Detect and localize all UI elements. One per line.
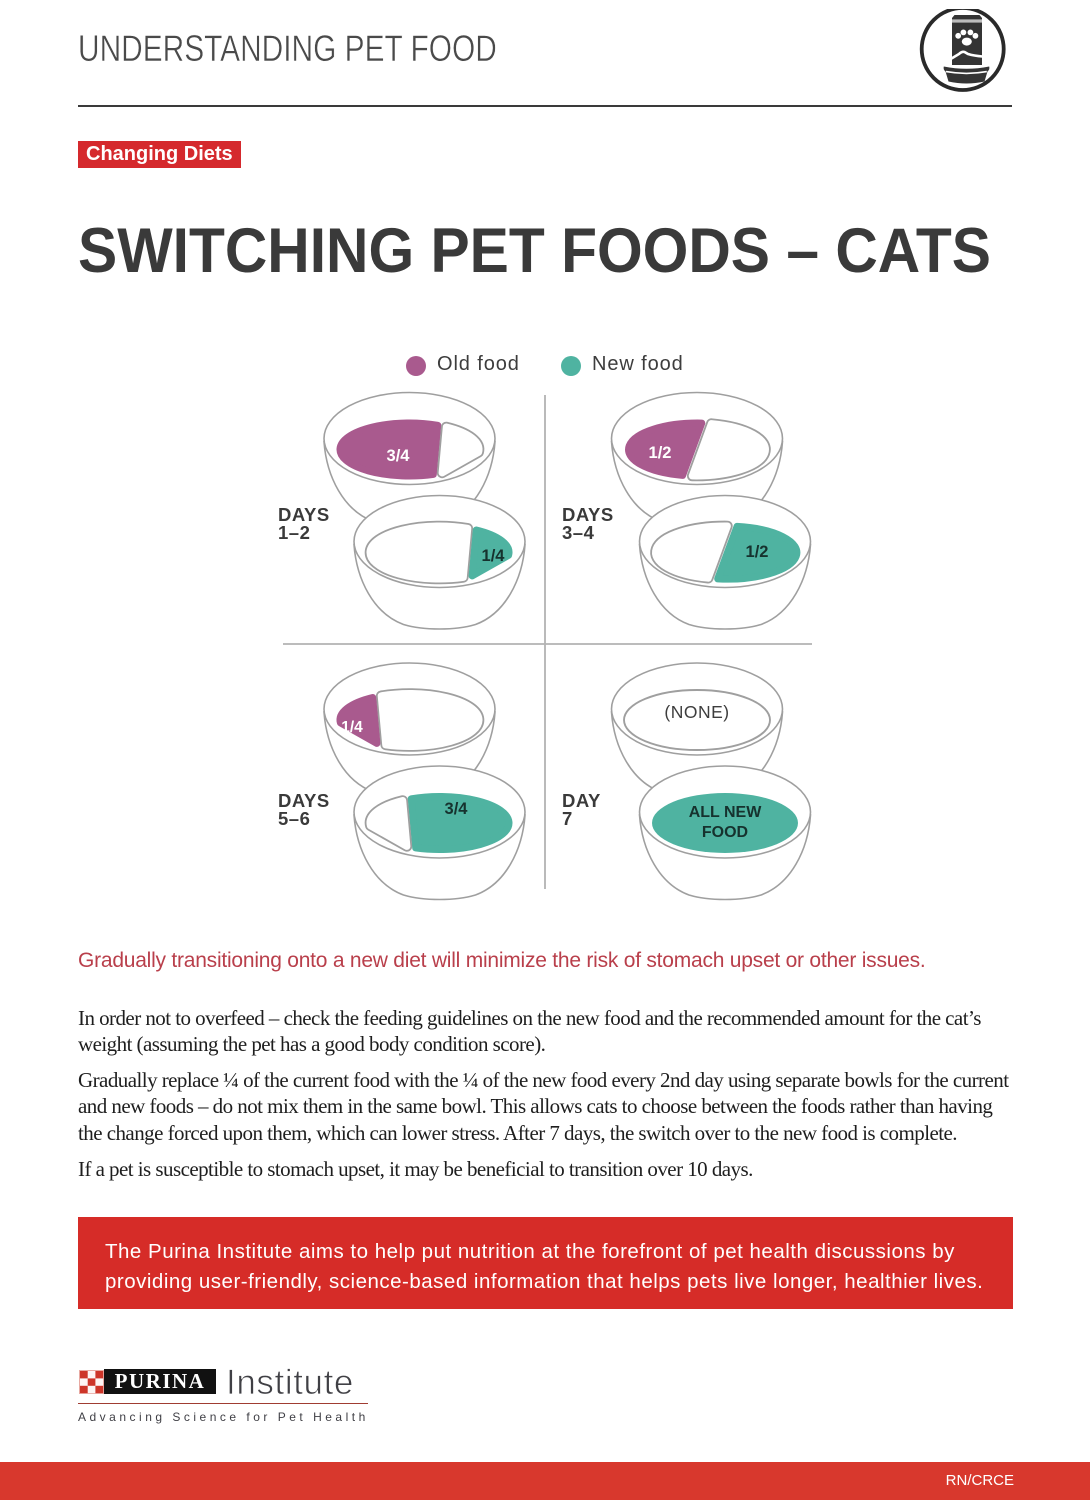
svg-text:3/4: 3/4: [445, 800, 469, 818]
svg-text:3/4: 3/4: [387, 447, 411, 465]
svg-text:FOOD: FOOD: [702, 824, 748, 841]
svg-text:1/2: 1/2: [746, 543, 769, 561]
svg-text:(NONE): (NONE): [664, 702, 729, 722]
svg-text:1/4: 1/4: [482, 547, 506, 565]
svg-text:1/2: 1/2: [649, 444, 672, 462]
svg-text:1/4: 1/4: [341, 719, 363, 736]
svg-text:ALL NEW: ALL NEW: [689, 804, 762, 821]
